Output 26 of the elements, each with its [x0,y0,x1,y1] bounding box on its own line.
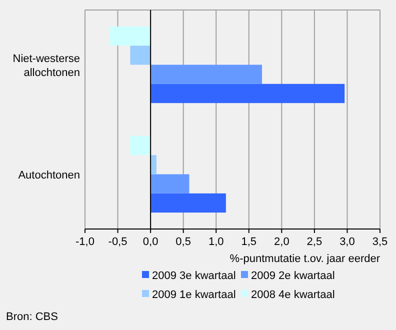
bar [150,193,226,213]
bar [110,26,151,46]
bar [150,155,156,174]
bar [130,136,151,156]
y-tick-label: Autochtonen [18,169,80,182]
x-tick-label: 2,0 [274,236,290,248]
x-tick-label: -0,5 [108,236,128,248]
x-tick-label: 2,5 [306,236,322,248]
x-tick-label: 1,0 [208,236,224,248]
x-tick-label: 0,0 [142,236,158,248]
legend-label: 2009 2e kwartaal [251,270,335,282]
bar [150,84,345,104]
legend-label: 2009 3e kwartaal [152,270,236,282]
x-tick-label: 1,5 [241,236,257,248]
x-tick-label: 3,5 [372,236,388,248]
x-tick-label: 0,5 [176,236,191,248]
y-tick-label: Niet-westerse allochtonen [12,52,80,79]
bar [150,174,190,194]
legend-label: 2008 4e kwartaal [251,289,335,301]
x-tick-label: -1,0 [76,236,94,248]
bar [130,46,151,65]
x-axis-title: %-puntmutatie t.ov. jaar eerder [230,253,380,265]
legend-label: 2009 1e kwartaal [152,289,236,301]
x-tick-label: 3,0 [340,236,355,248]
bar [150,64,262,84]
text: Bron: CBS [6,311,58,323]
